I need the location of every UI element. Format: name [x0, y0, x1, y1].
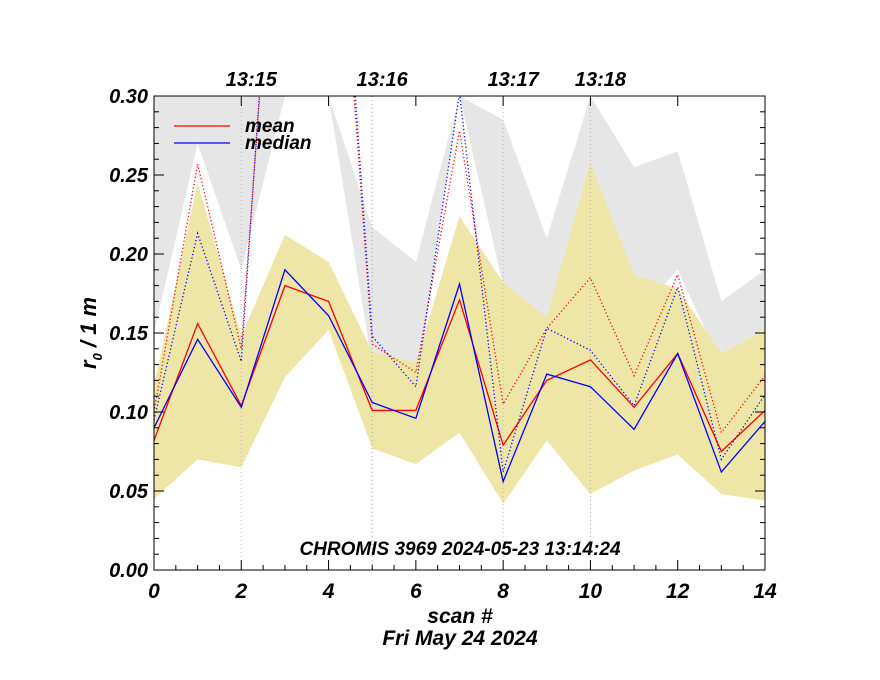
y-tick-label: 0.10 — [109, 402, 148, 424]
x-tick-label: 14 — [753, 580, 777, 603]
y-axis-title: r0 / 1 m — [76, 297, 105, 369]
annotation-label: CHROMIS 3969 2024-05-23 13:14:24 — [299, 539, 621, 560]
x-tick-label: 8 — [497, 580, 509, 603]
y-tick-label: 0.00 — [109, 560, 148, 582]
x-tick-label: 12 — [666, 580, 690, 603]
y-axis-title-r: r — [76, 359, 101, 369]
y-tick-label: 0.30 — [109, 86, 148, 108]
series-line-mean — [154, 284, 765, 453]
x-axis-date: Fri May 24 2024 — [382, 627, 538, 650]
y-axis-title-suffix: / 1 m — [76, 297, 101, 353]
x-tick-label: 6 — [410, 580, 422, 603]
legend-label-median: median — [245, 133, 312, 154]
y-axis-title-sub: 0 — [90, 352, 105, 360]
time-axis-label: 13:17 — [488, 69, 540, 91]
yellow-range-band — [154, 162, 765, 504]
y-tick-label: 0.25 — [109, 165, 149, 187]
series-line-median — [154, 268, 765, 484]
x-tick-label: 0 — [148, 580, 160, 603]
y-tick-label: 0.05 — [109, 481, 149, 503]
x-axis-title: scan # — [427, 605, 493, 628]
time-axis-label: 13:18 — [575, 69, 627, 91]
x-tick-label: 10 — [579, 580, 603, 603]
legend-label-mean: mean — [245, 116, 295, 137]
time-axis-label: 13:15 — [226, 69, 278, 91]
x-tick-label: 4 — [322, 580, 335, 603]
time-axis-label: 13:16 — [357, 69, 409, 91]
y-tick-label: 0.20 — [109, 244, 148, 266]
series-line-median-dotted — [154, 96, 765, 473]
x-tick-label: 2 — [234, 580, 247, 603]
grey-range-band — [154, 96, 765, 381]
y-tick-label: 0.15 — [109, 323, 149, 345]
